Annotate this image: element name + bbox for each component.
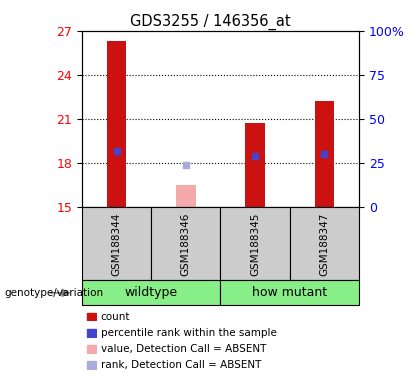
Bar bbox=[87, 313, 96, 320]
Bar bbox=[315, 101, 334, 207]
Bar bbox=[176, 185, 196, 207]
Text: GSM188345: GSM188345 bbox=[250, 212, 260, 276]
Text: GSM188344: GSM188344 bbox=[112, 212, 121, 276]
Text: genotype/variation: genotype/variation bbox=[4, 288, 103, 298]
Text: GDS3255 / 146356_at: GDS3255 / 146356_at bbox=[130, 13, 290, 30]
Text: rank, Detection Call = ABSENT: rank, Detection Call = ABSENT bbox=[101, 360, 261, 370]
Text: how mutant: how mutant bbox=[252, 286, 327, 299]
Bar bbox=[107, 41, 126, 207]
Text: wildtype: wildtype bbox=[125, 286, 178, 299]
Text: GSM188346: GSM188346 bbox=[181, 212, 191, 276]
Text: value, Detection Call = ABSENT: value, Detection Call = ABSENT bbox=[101, 344, 266, 354]
Text: GSM188347: GSM188347 bbox=[320, 212, 329, 276]
Text: percentile rank within the sample: percentile rank within the sample bbox=[101, 328, 277, 338]
Bar bbox=[87, 345, 96, 353]
Bar bbox=[245, 124, 265, 207]
Bar bbox=[87, 329, 96, 336]
Bar bbox=[87, 361, 96, 369]
Text: count: count bbox=[101, 312, 130, 322]
